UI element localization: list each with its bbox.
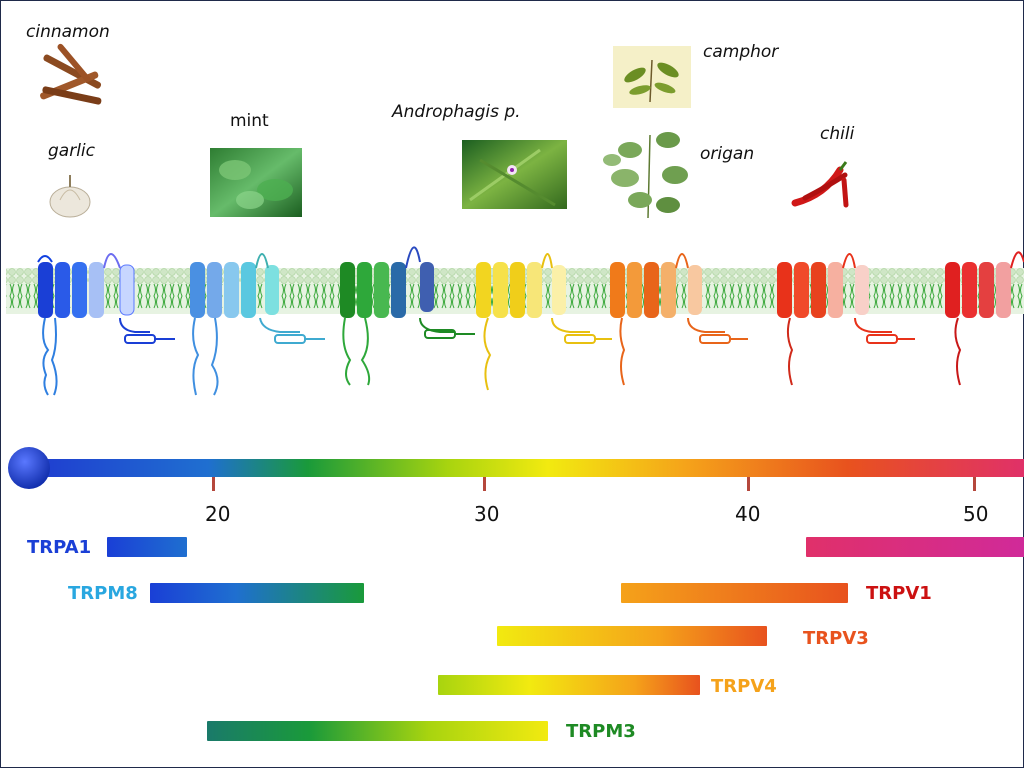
tick-50: 50 <box>963 502 989 526</box>
mint-image <box>210 148 302 217</box>
trpa1-range-bar <box>107 537 187 557</box>
tick-30: 30 <box>474 502 500 526</box>
chili-image <box>791 161 849 208</box>
top-right-range-bar <box>806 537 1024 557</box>
origan-label: origan <box>700 144 755 164</box>
trpm8-range-bar <box>150 583 364 603</box>
trpv3-label: TRPV3 <box>803 628 869 649</box>
trpv3-range-bar <box>497 626 767 646</box>
trpa1-protein <box>37 253 175 396</box>
camphor-label: camphor <box>703 42 779 62</box>
tick-20: 20 <box>205 502 231 526</box>
origan-image <box>603 132 688 219</box>
garlic-label: garlic <box>48 141 95 161</box>
androphagis-label: Androphagis p. <box>392 102 521 122</box>
temperature-scale <box>8 447 1024 491</box>
trpa1-label: TRPA1 <box>27 537 92 558</box>
trpm8-protein <box>190 253 325 396</box>
trpv1-protein <box>777 253 915 386</box>
trpv4-label: TRPV4 <box>711 676 777 697</box>
trpm8-label: TRPM8 <box>68 583 138 604</box>
camphor-image <box>613 46 691 108</box>
cinnamon-label: cinnamon <box>26 22 110 42</box>
trpm3-protein <box>340 246 475 386</box>
androphagis-image <box>462 140 567 209</box>
trpv4-protein <box>476 253 612 391</box>
mint-label: mint <box>230 111 269 131</box>
trpv2-protein <box>945 251 1024 386</box>
trpv3-protein <box>610 253 748 386</box>
chili-label: chili <box>820 124 855 144</box>
trpv4-range-bar <box>438 675 700 695</box>
trpv1-range-bar <box>621 583 848 603</box>
cinnamon-image <box>40 43 102 105</box>
trpv1-label: TRPV1 <box>866 583 932 604</box>
tick-40: 40 <box>735 502 761 526</box>
garlic-image <box>49 175 91 218</box>
trpm3-label: TRPM3 <box>566 721 636 742</box>
trpm3-range-bar <box>207 721 548 741</box>
